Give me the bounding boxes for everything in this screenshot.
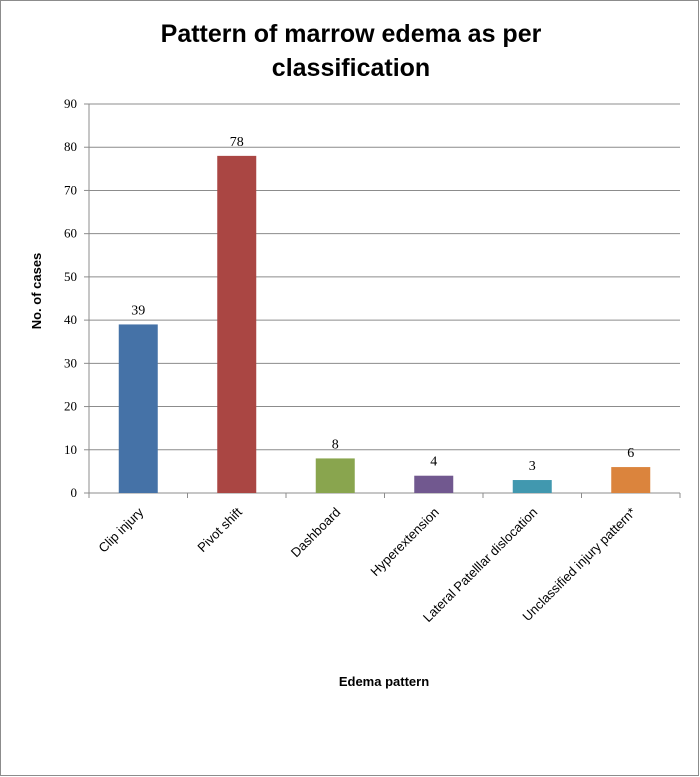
data-label: 78 — [230, 135, 244, 150]
category-label: Dashboard — [288, 505, 344, 561]
y-tick-label: 60 — [64, 226, 77, 241]
y-axis-title: No. of cases — [29, 253, 44, 330]
bar — [611, 467, 651, 493]
bars — [118, 155, 651, 493]
y-tick-label: 50 — [64, 269, 77, 284]
y-tick-label: 20 — [64, 399, 77, 414]
category-label: Lateral Patelllar dislocation — [420, 505, 540, 625]
axes — [84, 103, 681, 498]
gridlines — [89, 103, 680, 451]
category-label: Unclassified injury pattern* — [519, 505, 638, 624]
y-tick-label: 80 — [64, 139, 77, 154]
data-label: 3 — [529, 459, 536, 474]
category-label: Pivot shift — [194, 504, 245, 555]
data-label: 6 — [627, 446, 634, 461]
y-tick-label: 10 — [64, 442, 77, 457]
y-tick-label: 0 — [71, 485, 78, 500]
category-label: Hyperextension — [367, 505, 441, 579]
bar — [414, 475, 454, 493]
y-tick-label: 40 — [64, 312, 77, 327]
data-label: 39 — [131, 303, 145, 318]
bar — [217, 155, 257, 493]
bar — [315, 458, 355, 493]
y-tick-label: 30 — [64, 355, 77, 370]
category-label: Clip injury — [95, 504, 146, 555]
data-label: 4 — [430, 455, 437, 470]
y-tick-label: 90 — [64, 96, 77, 111]
bar — [118, 324, 158, 493]
y-tick-label: 70 — [64, 182, 77, 197]
data-label: 8 — [332, 437, 339, 452]
chart-title: Pattern of marrow edema as per classific… — [160, 20, 542, 82]
x-axis-title: Edema pattern — [339, 674, 429, 689]
bar — [512, 480, 552, 493]
